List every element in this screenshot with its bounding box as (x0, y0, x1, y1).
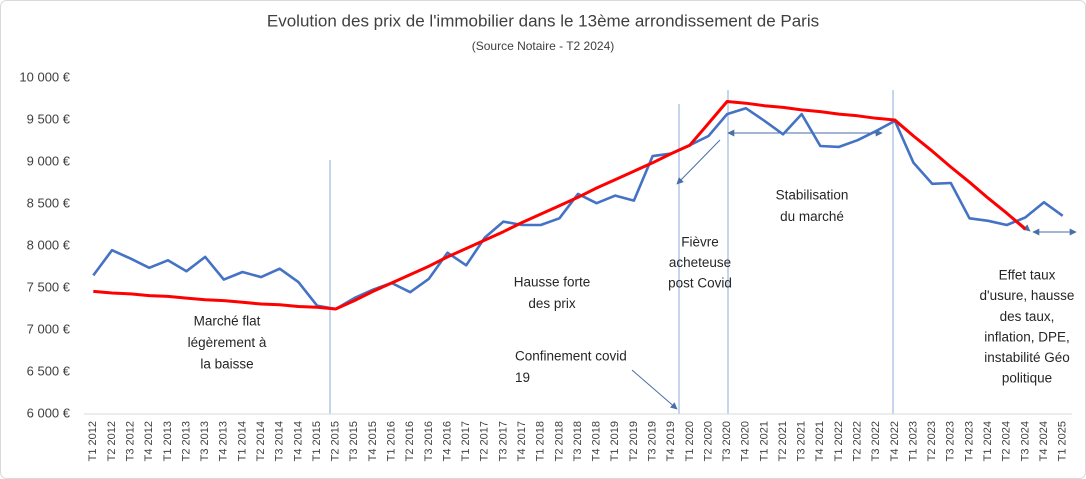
x-tick-label: T2 2024 (1001, 421, 1013, 461)
x-tick-label: T4 2017 (516, 421, 528, 461)
annotation: Effet taux (999, 268, 1056, 283)
annotation: acheteuse (669, 255, 731, 270)
annotation: inflation, DPE, (984, 329, 1070, 344)
y-tick-label: 9 000 € (27, 153, 71, 168)
y-tick-label: 7 000 € (27, 321, 71, 336)
x-tick-label: T4 2012 (143, 421, 155, 461)
x-tick-label: T1 2015 (311, 421, 323, 461)
arrow (631, 369, 678, 410)
x-tick-label: T3 2022 (870, 421, 882, 461)
x-tick-label: T4 2015 (367, 421, 379, 461)
x-tick-label: T4 2023 (963, 421, 975, 461)
annotation: 19 (515, 370, 530, 385)
x-tick-label: T2 2017 (479, 421, 491, 461)
series-line (92, 106, 1064, 311)
annotation: des prix (528, 296, 576, 311)
arrow (676, 139, 721, 185)
chart-subtitle: (Source Notaire - T2 2024) (472, 39, 615, 53)
x-tick-label: T1 2019 (609, 421, 621, 461)
x-tick-label: T1 2025 (1057, 421, 1069, 461)
annotation: des taux, (1000, 309, 1055, 324)
x-tick-label: T3 2016 (423, 421, 435, 461)
x-tick-label: T4 2014 (292, 421, 304, 461)
x-tick-label: T1 2012 (87, 421, 99, 461)
y-tick-label: 8 500 € (27, 195, 71, 210)
x-tick-label: T1 2013 (162, 421, 174, 461)
annotation: Fièvre (681, 235, 719, 250)
annotation: Confinement covid (515, 349, 627, 364)
x-tick-label: T2 2015 (330, 421, 342, 461)
y-tick-label: 7 500 € (27, 279, 71, 294)
x-tick-label: T2 2021 (777, 421, 789, 461)
x-tick-label: T4 2020 (740, 421, 752, 461)
annotation: d'usure, hausse (980, 288, 1075, 303)
x-tick-label: T1 2022 (833, 421, 845, 461)
x-tick-label: T3 2024 (1019, 421, 1031, 461)
x-tick-label: T2 2019 (628, 421, 640, 461)
x-tick-label: T4 2016 (441, 421, 453, 461)
x-tick-label: T1 2016 (385, 421, 397, 461)
y-tick-label: 6 500 € (27, 363, 71, 378)
x-tick-label: T4 2024 (1038, 421, 1050, 461)
x-tick-label: T2 2016 (404, 421, 416, 461)
annotation: post Covid (668, 276, 732, 291)
annotation: politique (1002, 371, 1052, 386)
x-tick-label: T3 2023 (945, 421, 957, 461)
x-tick-label: T4 2019 (665, 421, 677, 461)
annotation: Marché flat (194, 314, 261, 329)
x-tick-label: T3 2018 (572, 421, 584, 461)
annotation: la baisse (200, 357, 253, 372)
x-tick-label: T3 2014 (274, 421, 286, 461)
y-tick-label: 9 500 € (27, 111, 71, 126)
phase-dividers (329, 90, 894, 414)
x-tick-label: T3 2021 (796, 421, 808, 461)
x-tick-label: T2 2014 (255, 421, 267, 461)
annotation: Hausse forte (514, 275, 591, 290)
x-tick-label: T3 2020 (721, 421, 733, 461)
x-tick-label: T1 2024 (982, 421, 994, 461)
x-tick-label: T2 2013 (180, 421, 192, 461)
annotation: Stabilisation (776, 188, 849, 203)
x-tick-label: T2 2018 (553, 421, 565, 461)
x-tick-label: T1 2018 (535, 421, 547, 461)
x-tick-label: T1 2023 (907, 421, 919, 461)
x-tick-label: T1 2014 (236, 421, 248, 461)
x-tick-label: T4 2022 (889, 421, 901, 461)
chart-title: Evolution des prix de l'immobilier dans … (267, 11, 819, 30)
x-tick-label: T3 2013 (199, 421, 211, 461)
annotation: du marché (780, 209, 844, 224)
annotation: instabilité Géo (984, 350, 1070, 365)
x-tick-label: T3 2015 (348, 421, 360, 461)
x-tick-label: T3 2017 (497, 421, 509, 461)
series-line (93, 100, 1027, 311)
x-tick-label: T4 2013 (218, 421, 230, 461)
annotation: légèrement à (188, 335, 267, 350)
x-tick-label: T4 2018 (591, 421, 603, 461)
x-tick-label: T2 2012 (106, 421, 118, 461)
x-tick-label: T2 2020 (702, 421, 714, 461)
x-tick-label: T1 2020 (684, 421, 696, 461)
x-tick-label: T1 2017 (460, 421, 472, 461)
y-tick-label: 8 000 € (27, 237, 71, 252)
x-tick-label: T3 2019 (646, 421, 658, 461)
x-tick-label: T2 2023 (926, 421, 938, 461)
y-tick-label: 10 000 € (19, 69, 70, 84)
x-tick-label: T3 2012 (125, 421, 137, 461)
x-tick-label: T1 2021 (758, 421, 770, 461)
x-tick-label: T2 2022 (852, 421, 864, 461)
y-tick-label: 6 000 € (27, 405, 71, 420)
x-tick-label: T4 2021 (814, 421, 826, 461)
